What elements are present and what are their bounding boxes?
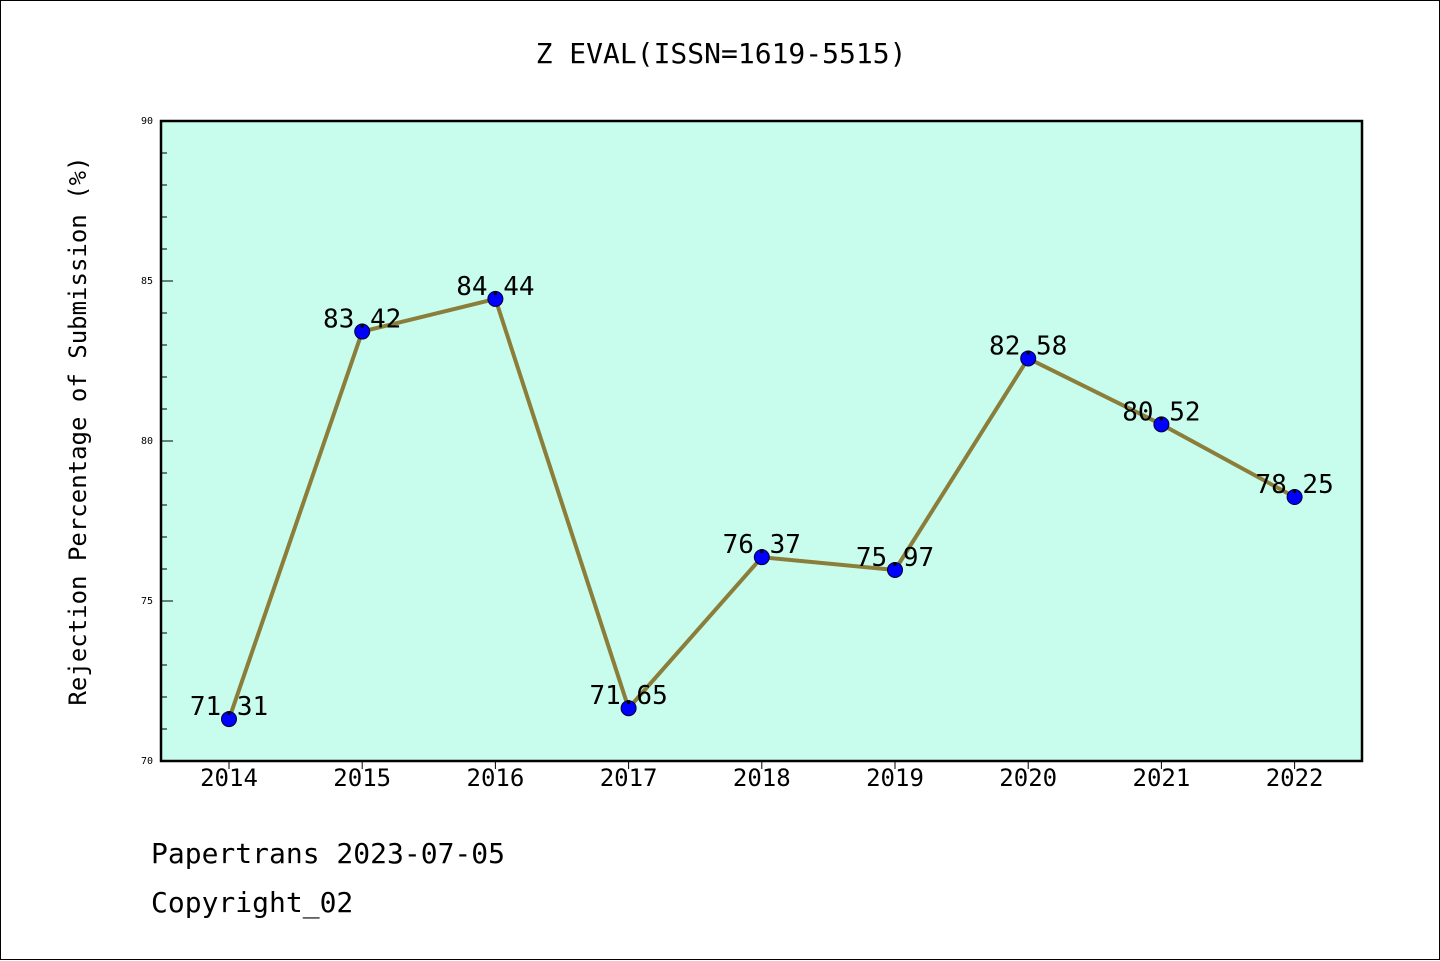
plot-frame bbox=[159, 119, 1364, 763]
footer-copyright: Copyright_02 bbox=[151, 886, 354, 919]
y-tick-label: 70 bbox=[141, 756, 153, 767]
data-point bbox=[620, 700, 637, 717]
footer-watermark: Papertrans 2023-07-05 bbox=[151, 837, 506, 870]
data-label: 80.52 bbox=[1122, 397, 1200, 427]
plot-area bbox=[161, 121, 1362, 761]
data-point bbox=[354, 323, 371, 340]
data-point bbox=[753, 549, 770, 566]
data-point bbox=[487, 290, 504, 307]
data-point bbox=[221, 711, 237, 728]
data-point bbox=[887, 561, 903, 578]
data-label: 82.58 bbox=[989, 331, 1067, 361]
y-tick-label: 85 bbox=[141, 276, 153, 287]
data-point bbox=[1153, 416, 1170, 433]
chart-title: Z EVAL(ISSN=1619-5515) bbox=[535, 37, 907, 70]
y-tick-label: 90 bbox=[141, 116, 153, 127]
data-label: 83.42 bbox=[323, 305, 401, 335]
data-label: 78.25 bbox=[1255, 470, 1333, 500]
y-tick-label: 75 bbox=[141, 596, 153, 607]
y-axis-label: Rejection Percentage of Submission (%) bbox=[64, 156, 92, 705]
x-tick-label: 2018 bbox=[733, 764, 791, 792]
x-tick-label: 2020 bbox=[999, 764, 1057, 792]
data-label: 84.44 bbox=[456, 272, 534, 302]
data-label: 75.97 bbox=[856, 543, 934, 573]
x-tick-label: 2019 bbox=[866, 764, 924, 792]
data-label: 71.65 bbox=[589, 681, 667, 711]
x-tick-label: 2016 bbox=[467, 764, 525, 792]
data-point bbox=[1020, 350, 1037, 367]
data-label: 71.31 bbox=[190, 692, 268, 722]
x-tick-label: 2021 bbox=[1133, 764, 1191, 792]
x-tick-label: 2014 bbox=[200, 764, 258, 792]
x-tick-label: 2017 bbox=[600, 764, 658, 792]
x-tick-label: 2022 bbox=[1266, 764, 1324, 792]
data-point bbox=[1286, 489, 1303, 505]
y-tick-label: 80 bbox=[141, 436, 153, 447]
x-tick-label: 2015 bbox=[333, 764, 391, 792]
data-label: 76.37 bbox=[723, 530, 801, 560]
